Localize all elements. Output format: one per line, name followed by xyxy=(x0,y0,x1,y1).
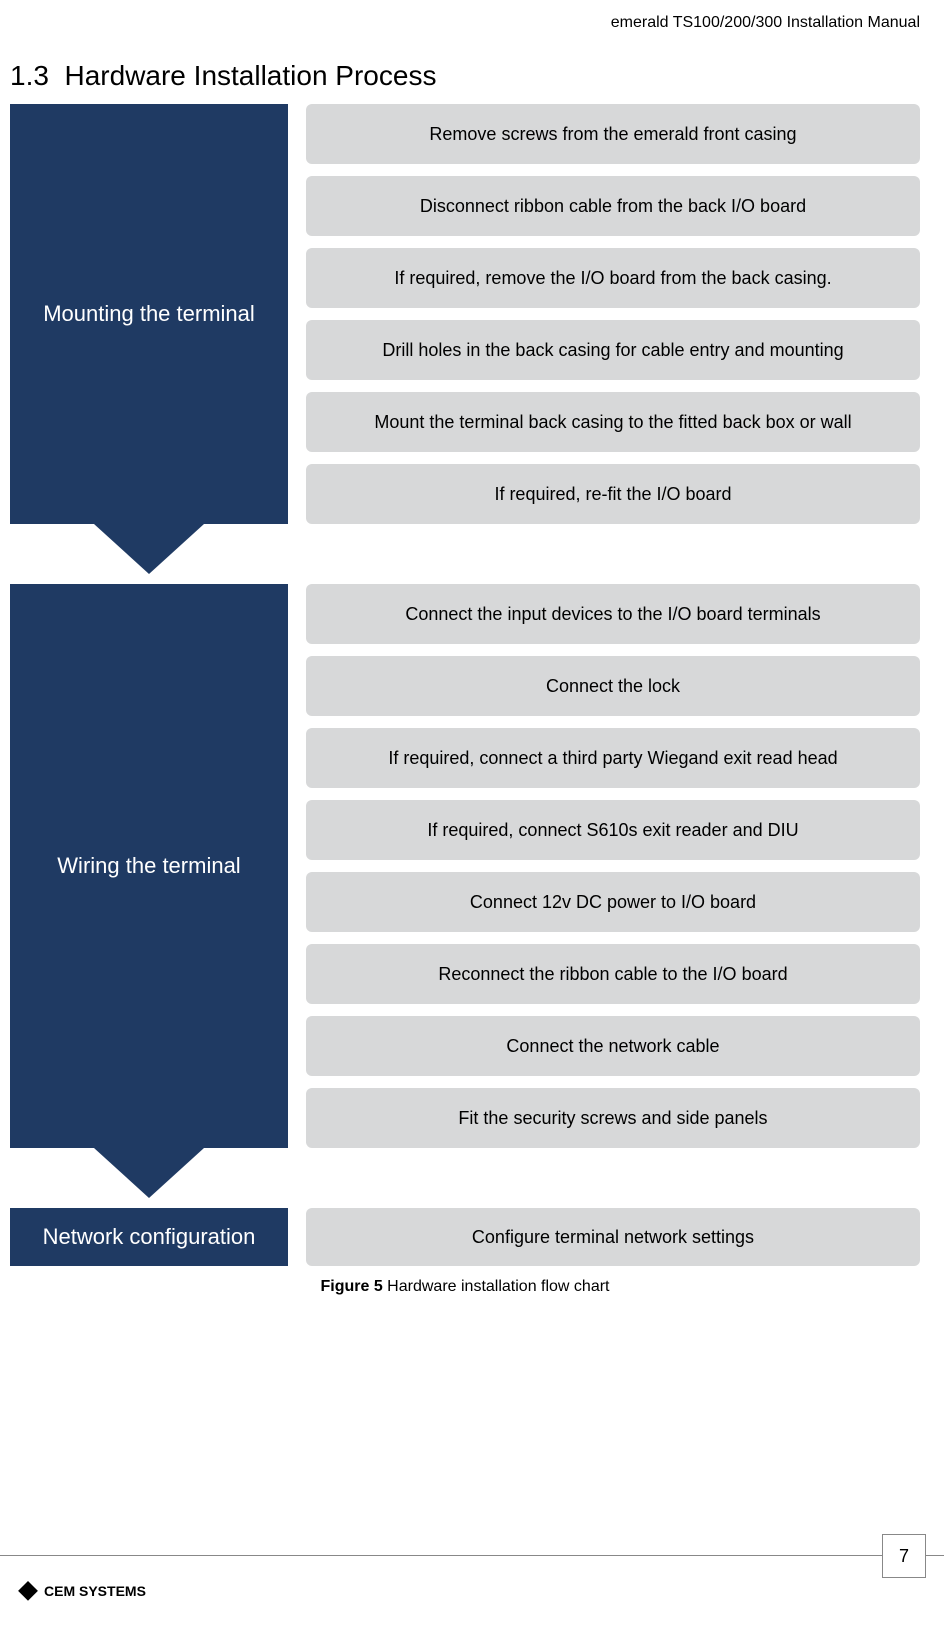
flow-phase-label: Network configuration xyxy=(10,1208,288,1266)
flow-phase-row: Wiring the terminal Connect the input dev… xyxy=(10,584,920,1148)
page-number: 7 xyxy=(882,1534,926,1578)
flow-step: If required, re-fit the I/O board xyxy=(306,464,920,524)
flow-step: Connect the input devices to the I/O boa… xyxy=(306,584,920,644)
flow-step: If required, connect S610s exit reader a… xyxy=(306,800,920,860)
flow-step: If required, remove the I/O board from t… xyxy=(306,248,920,308)
footer-logo: CEM SYSTEMS xyxy=(18,1581,146,1601)
flow-phase-label: Mounting the terminal xyxy=(10,104,288,524)
flow-arrow-spacer xyxy=(306,1148,920,1198)
figure-caption: Figure 5 Hardware installation flow char… xyxy=(10,1266,920,1296)
footer-brand-text: CEM SYSTEMS xyxy=(44,1583,146,1599)
section-title-text: Hardware Installation Process xyxy=(65,60,437,91)
flow-phase-label: Wiring the terminal xyxy=(10,584,288,1148)
flow-chart: Mounting the terminal Remove screws from … xyxy=(10,104,920,1266)
flow-step: Reconnect the ribbon cable to the I/O bo… xyxy=(306,944,920,1004)
section-number: 1.3 xyxy=(10,60,49,91)
flow-arrow-container xyxy=(10,524,288,574)
flow-steps-column: Connect the input devices to the I/O boa… xyxy=(306,584,920,1148)
flow-step: Remove screws from the emerald front cas… xyxy=(306,104,920,164)
flow-step: Connect the network cable xyxy=(306,1016,920,1076)
flow-left-column: Wiring the terminal xyxy=(10,584,288,1148)
flow-arrow-container xyxy=(10,1148,288,1198)
flow-step: Connect 12v DC power to I/O board xyxy=(306,872,920,932)
logo-diamond-icon xyxy=(18,1581,38,1601)
flow-step: Fit the security screws and side panels xyxy=(306,1088,920,1148)
flow-steps-column: Configure terminal network settings xyxy=(306,1208,920,1266)
flow-arrow-row xyxy=(10,524,920,574)
footer-inner: CEM SYSTEMS xyxy=(0,1556,944,1625)
flow-step: Connect the lock xyxy=(306,656,920,716)
running-header: emerald TS100/200/300 Installation Manua… xyxy=(10,10,920,52)
flow-phase-row: Network configuration Configure terminal … xyxy=(10,1208,920,1266)
arrow-down-icon xyxy=(94,1148,204,1198)
page: emerald TS100/200/300 Installation Manua… xyxy=(0,0,944,1625)
flow-step: Drill holes in the back casing for cable… xyxy=(306,320,920,380)
flow-step: If required, connect a third party Wiega… xyxy=(306,728,920,788)
arrow-down-icon xyxy=(94,524,204,574)
flow-arrow-row xyxy=(10,1148,920,1198)
flow-steps-column: Remove screws from the emerald front cas… xyxy=(306,104,920,524)
flow-left-column: Mounting the terminal xyxy=(10,104,288,524)
flow-arrow-spacer xyxy=(306,524,920,574)
flow-step: Disconnect ribbon cable from the back I/… xyxy=(306,176,920,236)
flow-step: Mount the terminal back casing to the fi… xyxy=(306,392,920,452)
figure-label: Figure 5 xyxy=(321,1278,383,1295)
figure-caption-text: Hardware installation flow chart xyxy=(383,1278,610,1295)
flow-phase-row: Mounting the terminal Remove screws from … xyxy=(10,104,920,524)
flow-left-column: Network configuration xyxy=(10,1208,288,1266)
section-heading: 1.3 Hardware Installation Process xyxy=(10,52,920,104)
page-footer: 7 CEM SYSTEMS xyxy=(0,1555,944,1625)
flow-step: Configure terminal network settings xyxy=(306,1208,920,1266)
